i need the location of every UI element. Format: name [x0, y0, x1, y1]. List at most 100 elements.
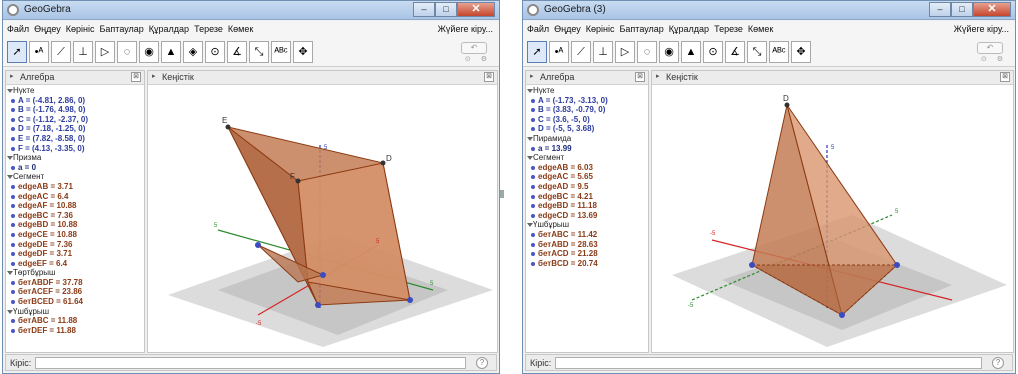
arrow-icon[interactable]: ➚ [527, 41, 547, 63]
angle-icon[interactable]: ∡ [725, 41, 745, 63]
minimize-icon[interactable]: – [413, 2, 435, 17]
algebra-group-header[interactable]: Үшбұрыш [6, 307, 144, 317]
algebra-item[interactable]: бетDEF = 11.88 [6, 326, 144, 336]
circle-icon[interactable]: ◌ [637, 41, 657, 63]
algebra-group-header[interactable]: Нүкте [6, 86, 144, 96]
algebra-item[interactable]: edgeBC = 7.36 [6, 211, 144, 221]
algebra-item[interactable]: бетABD = 28.63 [526, 240, 648, 250]
perpendicular-icon[interactable]: ⊥ [73, 41, 93, 63]
plane-icon[interactable]: ◈ [183, 41, 203, 63]
algebra-item[interactable]: B = (-1.76, 4.98, 0) [6, 105, 144, 115]
algebra-item[interactable]: C = (-1.12, -2.37, 0) [6, 115, 144, 125]
menu-tools[interactable]: Құралдар [668, 24, 710, 34]
algebra-item[interactable]: edgeBD = 11.18 [526, 201, 648, 211]
algebra-item[interactable]: бетBCED = 61.64 [6, 297, 144, 307]
arrow-icon[interactable]: ➚ [7, 41, 27, 63]
close-icon[interactable]: ✕ [457, 2, 495, 17]
algebra-item[interactable]: бетACD = 21.28 [526, 249, 648, 259]
help-icon[interactable]: ⊙ [980, 56, 987, 63]
move-view-icon[interactable]: ✥ [293, 41, 313, 63]
menu-edit[interactable]: Өңдеу [34, 24, 61, 34]
algebra-view[interactable]: ▸ Алгебра ⊠ Нүкте A = (-4.81, 2.86, 0) B =… [5, 70, 145, 353]
title-bar[interactable]: GeoGebra – □ ✕ [3, 1, 499, 20]
login-link[interactable]: Жүйеге кіру... [953, 24, 1009, 34]
point-c[interactable] [839, 312, 845, 318]
algebra-item[interactable]: бетABC = 11.88 [6, 316, 144, 326]
menu-file[interactable]: Файл [7, 24, 30, 34]
point-d[interactable] [380, 160, 386, 166]
collapse-icon[interactable]: ▸ [152, 73, 156, 80]
algebra-item[interactable]: a = 13.99 [526, 144, 648, 154]
pyramid-icon[interactable]: ▲ [681, 41, 701, 63]
algebra-view[interactable]: ▸ Алгебра ⊠ Нүкте A = (-1.73, -3.13, 0) B … [525, 70, 649, 353]
algebra-group-header[interactable]: Призма [6, 153, 144, 163]
polygon-icon[interactable]: ▷ [615, 41, 635, 63]
move-view-icon[interactable]: ✥ [791, 41, 811, 63]
menu-options[interactable]: Баптаулар [619, 24, 664, 34]
point-icon[interactable]: •ᴬ [549, 41, 569, 63]
login-link[interactable]: Жүйеге кіру... [437, 24, 493, 34]
settings-icon[interactable]: ⚙ [480, 56, 487, 63]
algebra-group-header[interactable]: Үшбұрыш [526, 220, 648, 230]
line-icon[interactable]: ⟋ [571, 41, 591, 63]
algebra-item[interactable]: E = (7.82, -8.58, 0) [6, 134, 144, 144]
point-a[interactable] [255, 242, 261, 248]
sphere-icon[interactable]: ◉ [139, 41, 159, 63]
input-help-icon[interactable]: ? [476, 357, 488, 369]
algebra-item[interactable]: edgeAC = 6.4 [6, 192, 144, 202]
reflect-icon[interactable]: ⤡ [249, 41, 269, 63]
algebra-item[interactable]: edgeBD = 10.88 [6, 220, 144, 230]
menu-help[interactable]: Көмек [747, 24, 774, 34]
close-pane-icon[interactable]: ⊠ [635, 72, 645, 82]
menu-file[interactable]: Файл [527, 24, 550, 34]
algebra-item[interactable]: edgeCD = 13.69 [526, 211, 648, 221]
polygon-icon[interactable]: ▷ [95, 41, 115, 63]
algebra-item[interactable]: A = (-4.81, 2.86, 0) [6, 96, 144, 106]
point-b[interactable] [320, 272, 326, 278]
algebra-item[interactable]: бетABDF = 37.78 [6, 278, 144, 288]
algebra-item[interactable]: edgeAC = 5.65 [526, 172, 648, 182]
maximize-icon[interactable]: □ [435, 2, 457, 17]
reflect-icon[interactable]: ⤡ [747, 41, 767, 63]
input-field[interactable] [35, 357, 466, 369]
prism-scene[interactable]: E D F 5 -5 5 5 5 [148, 85, 497, 352]
settings-icon[interactable]: ⚙ [996, 56, 1003, 63]
algebra-group-header[interactable]: Сегмент [526, 153, 648, 163]
algebra-group-header[interactable]: Төртбұрыш [6, 268, 144, 278]
algebra-item[interactable]: B = (3.83, -0.79, 0) [526, 105, 648, 115]
algebra-group-header[interactable]: Сегмент [6, 172, 144, 182]
point-d[interactable] [784, 102, 790, 108]
point-f[interactable] [295, 178, 301, 184]
algebra-item[interactable]: edgeEF = 6.4 [6, 259, 144, 269]
text-icon[interactable]: ᴬᴮᶜ [769, 41, 789, 63]
algebra-item[interactable]: C = (3.6, -5, 0) [526, 115, 648, 125]
algebra-item[interactable]: бетABC = 11.42 [526, 230, 648, 240]
maximize-icon[interactable]: □ [951, 2, 973, 17]
rotate-icon[interactable]: ⊙ [703, 41, 723, 63]
algebra-item[interactable]: бетACEF = 23.86 [6, 287, 144, 297]
close-pane-icon[interactable]: ⊠ [131, 72, 141, 82]
menu-edit[interactable]: Өңдеу [554, 24, 581, 34]
menu-help[interactable]: Көмек [227, 24, 254, 34]
menu-view[interactable]: Көрініс [65, 24, 95, 34]
angle-icon[interactable]: ∡ [227, 41, 247, 63]
point-c[interactable] [315, 302, 321, 308]
algebra-item[interactable]: бетBCD = 20.74 [526, 259, 648, 269]
help-icon[interactable]: ⊙ [464, 56, 471, 63]
algebra-item[interactable]: A = (-1.73, -3.13, 0) [526, 96, 648, 106]
algebra-group-header[interactable]: Пирамида [526, 134, 648, 144]
algebra-item[interactable]: edgeAF = 10.88 [6, 201, 144, 211]
graphics-3d-view[interactable]: ▸ Кеңістік ⊠ D 5 -5 5 -5 [651, 70, 1014, 353]
menu-window[interactable]: Терезе [714, 24, 743, 34]
undo-button[interactable]: ↶ [977, 42, 1003, 54]
algebra-item[interactable]: edgeCE = 10.88 [6, 230, 144, 240]
menu-tools[interactable]: Құралдар [148, 24, 190, 34]
point-b[interactable] [894, 262, 900, 268]
close-pane-icon[interactable]: ⊠ [1000, 72, 1010, 82]
sphere-icon[interactable]: ◉ [659, 41, 679, 63]
collapse-icon[interactable]: ▸ [656, 73, 660, 80]
menu-view[interactable]: Көрініс [585, 24, 615, 34]
algebra-item[interactable]: edgeAD = 9.5 [526, 182, 648, 192]
input-help-icon[interactable]: ? [992, 357, 1004, 369]
pyramid-icon[interactable]: ▲ [161, 41, 181, 63]
